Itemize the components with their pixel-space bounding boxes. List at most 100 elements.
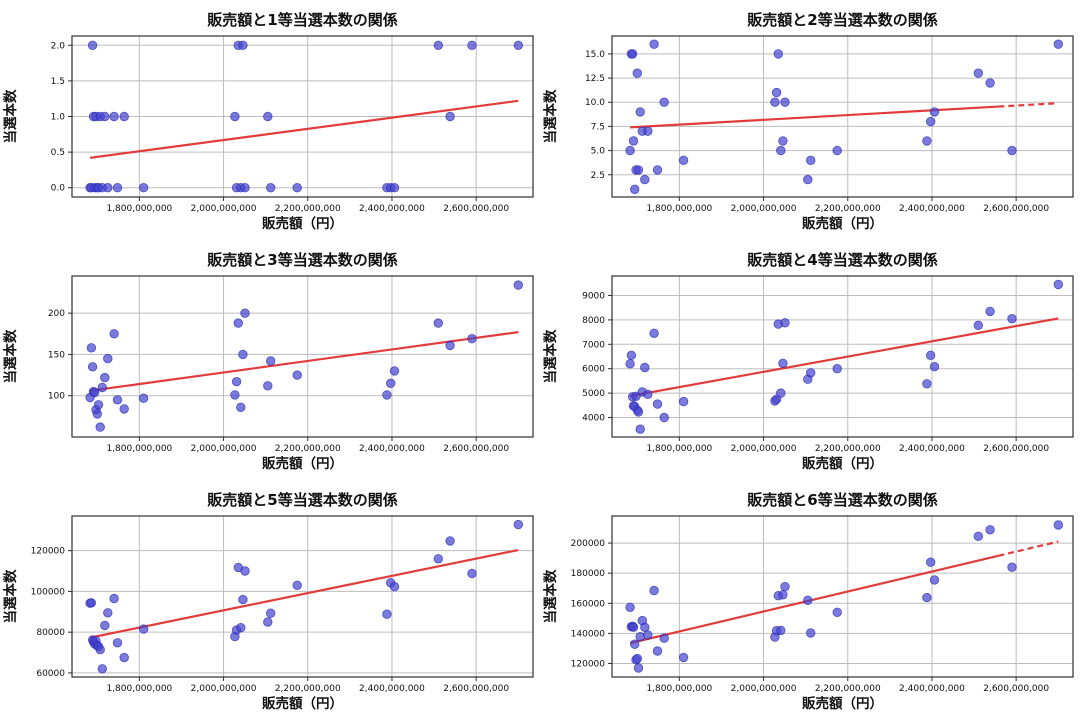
trend-line: [89, 331, 519, 392]
data-point: [266, 608, 276, 618]
trend-line-dashed-tail: [998, 540, 1059, 557]
data-point: [119, 652, 129, 663]
data-point: [230, 111, 240, 122]
y-axis-label: 当選本数: [542, 329, 559, 383]
data-point: [776, 625, 786, 636]
x-tick-label: 2,400,000,000: [899, 684, 965, 694]
scatter-panel-6: 1,800,000,000 2,000,000,000 2,200,000,000 2…: [540, 480, 1080, 720]
data-point: [103, 182, 113, 193]
y-tick-label: 7.5: [591, 122, 605, 132]
data-point: [389, 366, 400, 376]
data-point: [86, 343, 97, 353]
data-point: [652, 399, 663, 409]
data-point: [238, 594, 248, 605]
data-points: [85, 40, 524, 193]
data-point: [635, 631, 645, 642]
y-tick-label: 7000: [582, 340, 605, 350]
x-tick-label: 2,000,000,000: [731, 444, 797, 454]
data-point: [109, 329, 119, 339]
x-tick-label: 2,400,000,000: [359, 204, 425, 214]
data-point: [922, 379, 932, 389]
data-point: [678, 396, 689, 407]
data-point: [445, 536, 455, 546]
data-point: [1053, 279, 1064, 290]
x-tick-label: 2,200,000,000: [275, 444, 341, 454]
data-point: [780, 318, 790, 328]
data-point: [292, 580, 302, 591]
data-point: [389, 581, 400, 592]
data-point: [776, 145, 786, 156]
y-tick-label: 200: [48, 309, 65, 319]
x-tick-label: 2,600,000,000: [983, 204, 1049, 214]
y-tick-label: 6000: [582, 365, 605, 375]
y-tick-label: 1.0: [51, 113, 66, 123]
data-point: [103, 608, 113, 618]
data-point: [467, 40, 477, 51]
x-axis-label: 販売額（円）: [802, 215, 883, 232]
trend-line: [629, 317, 1059, 398]
scatter-panel-3: 1,800,000,000 2,000,000,000 2,200,000,000 2…: [0, 240, 540, 480]
chart-title: 販売額と1等当選本数の関係: [207, 11, 397, 29]
data-point: [467, 333, 477, 344]
data-points: [85, 519, 524, 674]
x-tick-label: 1,800,000,000: [106, 204, 172, 214]
trend-line-dashed-tail: [998, 102, 1059, 108]
x-tick-label: 1,800,000,000: [106, 684, 172, 694]
data-points: [85, 280, 524, 432]
data-point: [643, 630, 653, 640]
data-point: [635, 107, 645, 117]
x-tick-label: 2,600,000,000: [983, 444, 1049, 454]
panel-background: [540, 0, 1080, 240]
trend-line-solid: [89, 99, 519, 159]
data-point: [625, 359, 635, 369]
plot-border: [71, 515, 534, 678]
data-point: [973, 320, 984, 331]
data-point: [87, 40, 98, 51]
y-tick-label: 9000: [582, 292, 605, 302]
y-tick-label: 4000: [582, 413, 605, 423]
data-point: [97, 382, 108, 393]
grid: [72, 516, 533, 677]
data-point: [778, 358, 788, 369]
y-tick-label: 2.0: [51, 41, 66, 51]
x-tick-label: 2,400,000,000: [359, 684, 425, 694]
data-point: [266, 356, 276, 366]
x-tick-label: 1,800,000,000: [646, 684, 712, 694]
data-point: [231, 376, 242, 387]
data-point: [806, 628, 816, 638]
data-point: [803, 174, 813, 185]
x-tick-label: 2,600,000,000: [983, 684, 1049, 694]
y-tick-label: 200000: [571, 539, 606, 549]
plot-border: [611, 275, 1074, 438]
data-point: [926, 116, 936, 127]
data-points: [625, 279, 1064, 434]
data-point: [433, 40, 444, 51]
x-tick-label: 2,200,000,000: [275, 204, 341, 214]
y-tick-label: 0.0: [51, 184, 66, 194]
data-point: [985, 306, 995, 317]
data-point: [238, 349, 248, 360]
data-point: [1053, 520, 1064, 530]
data-point: [832, 363, 842, 374]
x-tick-label: 2,400,000,000: [899, 204, 965, 214]
data-point: [445, 111, 455, 122]
x-tick-label: 2,200,000,000: [815, 444, 881, 454]
data-point: [138, 624, 149, 634]
data-point: [233, 318, 244, 328]
y-tick-label: 120000: [31, 547, 66, 557]
x-axis-label: 販売額（円）: [262, 215, 343, 232]
trend-line-solid: [629, 317, 1059, 398]
scatter-panel-2: 1,800,000,000 2,000,000,000 2,200,000,000 2…: [540, 0, 1080, 240]
data-point: [771, 87, 782, 98]
data-point: [659, 412, 669, 423]
data-point: [112, 395, 123, 405]
data-point: [929, 575, 940, 585]
data-point: [138, 182, 149, 193]
y-tick-label: 0.5: [51, 148, 65, 158]
data-point: [263, 111, 273, 122]
data-point: [386, 378, 396, 389]
x-tick-label: 1,800,000,000: [106, 444, 172, 454]
grid: [612, 516, 1073, 677]
data-point: [773, 49, 784, 59]
data-point: [776, 388, 786, 398]
